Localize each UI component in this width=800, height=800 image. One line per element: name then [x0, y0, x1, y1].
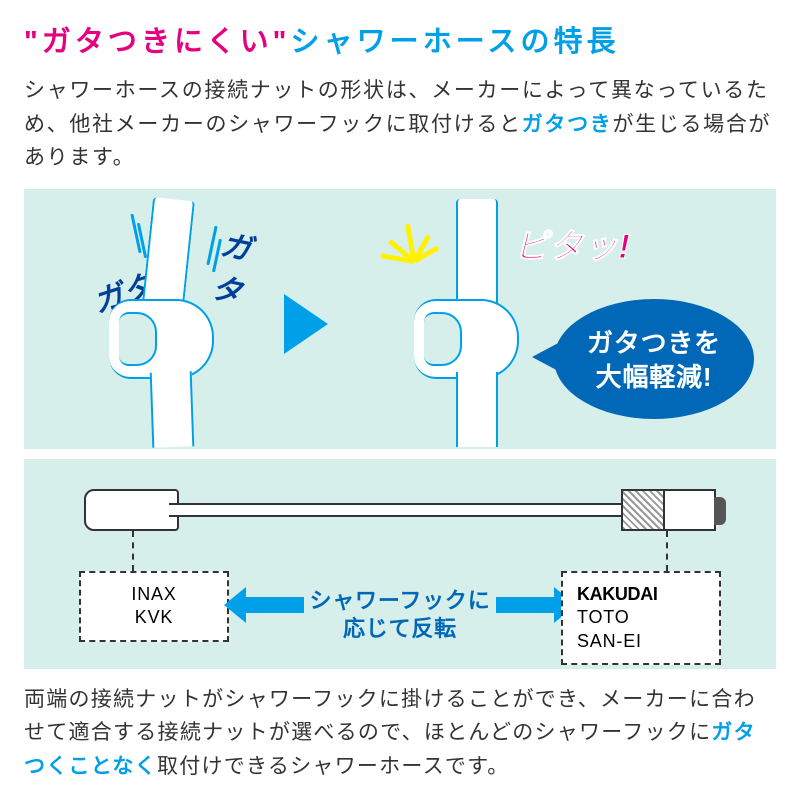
- connector-left-icon: [84, 489, 179, 531]
- diagram-panel-wobble: ガタ ガタ ピタッ! ガタつきを 大幅軽減!: [24, 189, 776, 449]
- arrow-right-icon: [284, 294, 328, 354]
- shower-hose-icon: [150, 371, 195, 447]
- arrow-right-icon: [496, 597, 556, 613]
- callout-bubble: ガタつきを 大幅軽減!: [554, 299, 754, 419]
- shower-hose-icon: [456, 372, 498, 447]
- shower-handle-icon: [456, 199, 498, 314]
- hose-bar-icon: [169, 503, 631, 517]
- title-quoted: "ガタつきにくい": [24, 26, 290, 58]
- brand-box-right: KAKUDAI TOTO SAN-EI: [561, 571, 721, 665]
- intro-text: シャワーホースの接続ナットの形状は、メーカーによって異なっているため、他社メーカ…: [24, 74, 776, 175]
- page-title: "ガタつきにくい"シャワーホースの特長: [24, 18, 776, 60]
- shower-holder-loose: ガタ ガタ: [74, 204, 244, 434]
- leader-line-icon: [666, 531, 668, 571]
- title-rest: シャワーホースの特長: [290, 26, 619, 58]
- diagram-panel-hose: INAX KVK シャワーフックに 応じて反転 KAKUDAI TOTO SAN…: [24, 459, 776, 669]
- hook-inner-icon: [424, 312, 462, 366]
- shower-handle-icon: [141, 197, 195, 316]
- outro-text: 両端の接続ナットがシャワーフックに掛けることができ、メーカーに合わせて適合する接…: [24, 683, 776, 784]
- hook-inner-icon: [119, 312, 157, 366]
- leader-line-icon: [132, 531, 134, 571]
- hose-icon: [84, 489, 716, 531]
- connector-right-icon: [621, 489, 716, 531]
- pita-label: ピタッ!: [514, 219, 631, 268]
- intro-emphasis: ガタつき: [522, 113, 613, 136]
